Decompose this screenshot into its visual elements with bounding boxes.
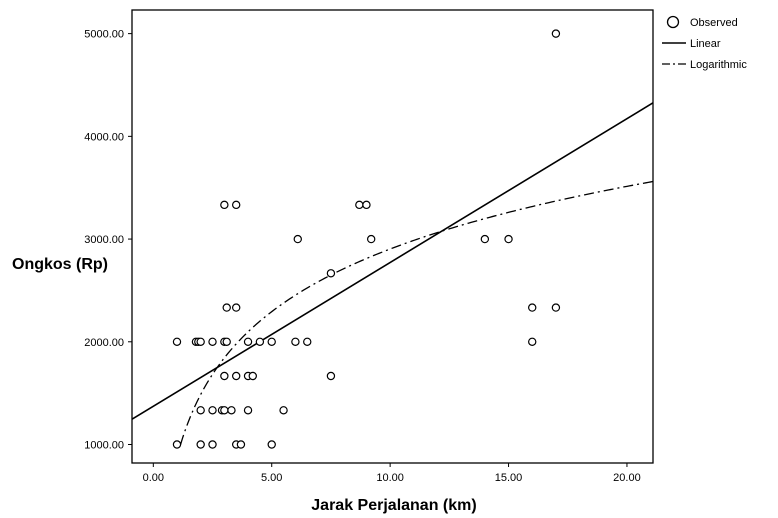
observed-point [267,440,276,449]
legend-label-linear: Linear [690,38,721,50]
y-axis-title: Ongkos (Rp) [12,256,108,273]
observed-point [222,303,231,312]
observed-point [279,406,288,415]
observed-point [208,337,217,346]
x-tick-label: 0.00 [143,472,164,484]
observed-point [196,440,205,449]
observed-point [243,337,253,346]
observed-point [243,406,253,415]
observed-point [255,337,265,346]
observed-point [267,337,276,346]
observed-point [172,337,182,346]
y-tick-label: 4000.00 [84,131,124,143]
observed-point [293,234,302,244]
logarithmic-fit-curve [179,180,653,445]
observed-point [303,337,312,346]
y-tick-label: 2000.00 [84,337,124,349]
legend-symbol-observed [666,15,680,29]
observed-point [528,337,537,346]
observed-point [196,406,205,415]
observed-point [196,337,205,346]
observed-point [551,29,561,38]
legend: Observed Linear Logarithmic [662,15,747,71]
observed-point [220,200,229,210]
observed-point [231,371,241,381]
x-tick-label: 20.00 [613,472,641,484]
observed-point [220,371,229,381]
observed-point [504,234,513,244]
y-tick-label: 1000.00 [84,440,124,452]
plot-frame [131,9,654,464]
x-tick-label: 15.00 [495,472,523,484]
observed-point [236,440,246,449]
observed-point [220,406,229,415]
linear-fit-line [132,102,653,420]
observed-point [248,371,257,381]
observed-point [362,200,371,210]
plot-area [132,29,653,449]
axes: 1000.00 2000.00 3000.00 4000.00 5000.00 0.00 5… [84,9,654,484]
x-axis-title: Jarak Perjalanan (km) [311,497,476,514]
observed-point [355,200,364,210]
observed-point [208,440,217,449]
legend-label-observed: Observed [690,17,738,29]
observed-point [172,440,182,449]
y-tick-label: 5000.00 [84,29,124,41]
observed-point [208,406,217,415]
observed-point [326,371,336,381]
x-tick-label: 5.00 [261,472,282,484]
legend-label-logarithmic: Logarithmic [690,59,747,71]
y-tick-label: 3000.00 [84,234,124,246]
observed-point [222,337,231,346]
observed-point [326,269,336,278]
observed-point [528,303,537,312]
x-tick-label: 10.00 [376,472,404,484]
observed-point [231,200,241,210]
observed-point [231,303,241,312]
observed-point [480,234,490,244]
observed-point [227,406,236,415]
observed-point [551,303,561,312]
observed-point [291,337,300,346]
observed-point [366,234,376,244]
